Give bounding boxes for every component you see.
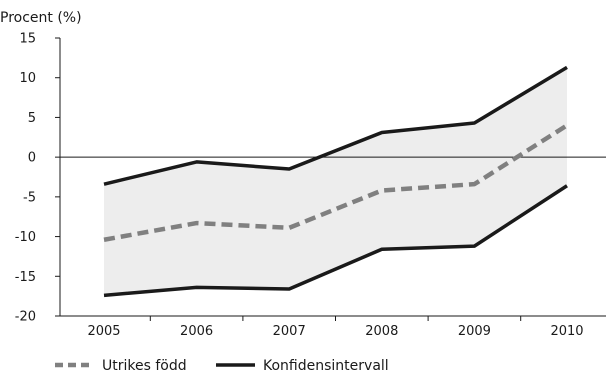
legend: Utrikes född Konfidensintervall [55,358,389,374]
y-tick-label: -20 [15,310,36,325]
series-line-utrikes-fodd [103,123,569,242]
series-lines [103,65,569,298]
x-tick-label: 2005 [87,324,120,339]
legend-label: Konfidensintervall [263,358,389,374]
y-tick-label: -10 [15,230,36,245]
axes: 15 10 5 0 -5 -10 -15 -20 2005 2006 2007 2008 2009 201… [15,32,606,339]
x-tick-label: 2006 [180,324,213,339]
confidence-band-layer [104,67,567,296]
y-tick-label: -15 [15,270,36,285]
y-tick-label: 15 [19,32,36,47]
y-tick-label: 5 [28,111,36,126]
y-tick-label: 10 [19,71,36,86]
x-tick-label: 2008 [365,324,398,339]
y-tick-label: -5 [23,190,36,205]
x-tick-label: 2009 [458,324,491,339]
x-tick-label: 2007 [273,324,306,339]
y-axis-title: Procent (%) [0,10,82,26]
legend-label: Utrikes född [102,358,187,374]
series-line-confidence-upper [103,65,568,186]
y-tick-label: 0 [28,151,36,166]
confidence-band [104,67,567,296]
series-line-confidence-lower [103,184,568,298]
x-tick-label: 2010 [550,324,583,339]
